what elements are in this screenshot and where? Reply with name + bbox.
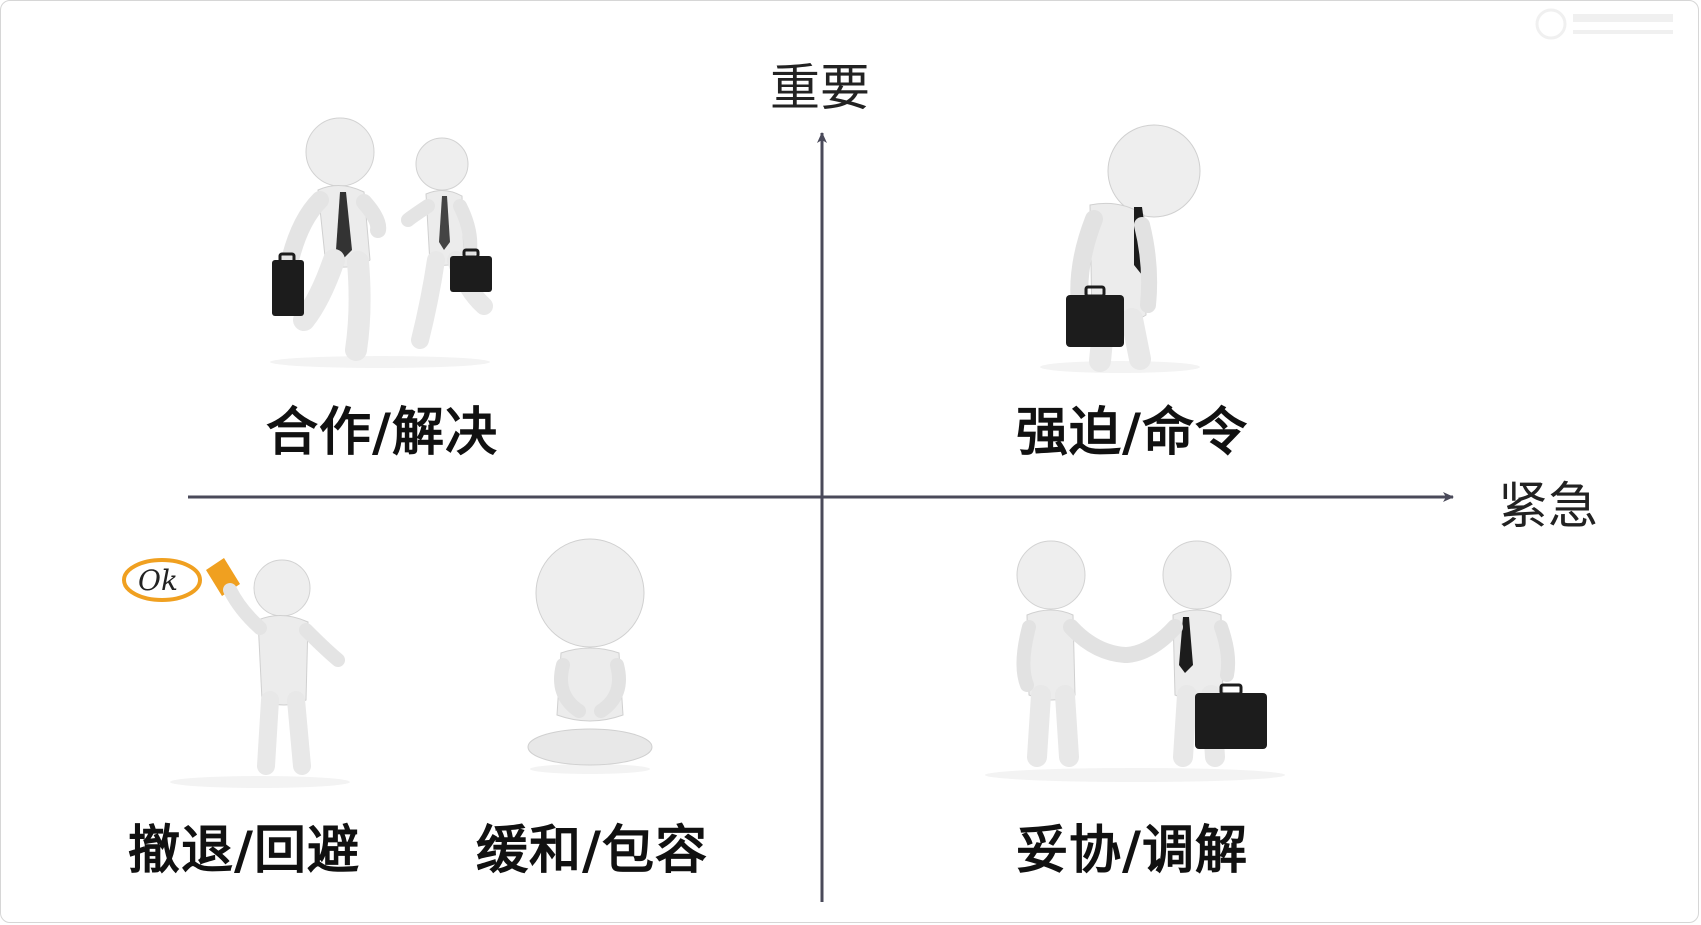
quadrant-label-withdraw: 撤退/回避: [128, 821, 360, 881]
quadrant-label-cooperate: 合作/解决: [266, 403, 498, 463]
ok-badge-text: Ok: [138, 564, 178, 597]
bowing-figure-illustration: [1040, 124, 1201, 373]
watermark-logo: [1535, 8, 1673, 40]
quadrant-label-force: 强迫/命令: [1016, 403, 1248, 463]
horizontal-axis-label: 紧急: [1498, 477, 1598, 535]
handshake-illustration: [985, 540, 1285, 782]
figure-writing-ok-illustration: Ok: [122, 558, 350, 788]
quadrant-label-accommodate: 缓和/包容: [476, 821, 708, 881]
two-walking-figures-illustration: [270, 117, 493, 368]
vertical-axis-label: 重要: [770, 59, 870, 117]
quadrant-label-compromise: 妥协/调解: [1016, 821, 1248, 881]
meditating-figure-illustration: [527, 538, 653, 774]
